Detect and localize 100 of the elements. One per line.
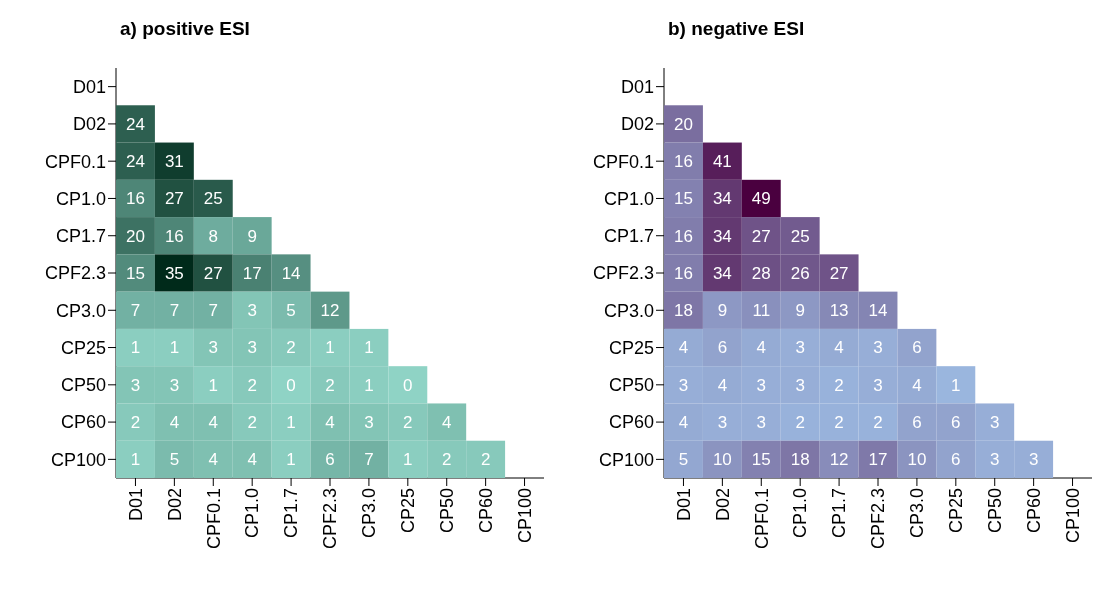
data-label: 26 bbox=[790, 263, 810, 283]
data-label: 9 bbox=[247, 226, 257, 246]
data-label: 6 bbox=[912, 338, 922, 358]
data-label: 28 bbox=[751, 263, 771, 283]
data-label: 18 bbox=[673, 301, 693, 321]
y-tick-label: CP60 bbox=[608, 412, 654, 433]
data-label: 2 bbox=[873, 413, 883, 433]
data-label: 4 bbox=[678, 338, 689, 358]
x-tick-label: CP3.0 bbox=[359, 488, 380, 539]
data-label: 2 bbox=[480, 450, 491, 470]
data-label: 20 bbox=[125, 226, 145, 246]
data-label: 1 bbox=[169, 338, 180, 358]
data-label: 31 bbox=[164, 152, 184, 172]
data-label: 41 bbox=[712, 152, 732, 172]
chart-title: a) positive ESI bbox=[120, 18, 250, 40]
y-tick-label: CP25 bbox=[608, 337, 654, 358]
data-label: 2 bbox=[130, 413, 141, 433]
x-tick-label: CPF0.1 bbox=[203, 488, 224, 550]
data-label: 3 bbox=[795, 338, 805, 358]
data-label: 3 bbox=[169, 375, 180, 395]
x-tick-label: CP60 bbox=[475, 488, 496, 534]
data-label: 10 bbox=[907, 450, 927, 470]
data-label: 11 bbox=[752, 301, 771, 321]
data-label: 9 bbox=[795, 301, 805, 321]
data-label: 27 bbox=[751, 226, 771, 246]
data-label: 10 bbox=[712, 450, 732, 470]
data-label: 8 bbox=[208, 226, 219, 246]
y-tick-label: CP1.7 bbox=[55, 226, 106, 247]
x-tick-label: D01 bbox=[673, 488, 694, 522]
data-label: 1 bbox=[364, 375, 374, 395]
data-label: 35 bbox=[164, 263, 184, 283]
data-label: 2 bbox=[247, 375, 257, 395]
data-label: 3 bbox=[208, 338, 219, 358]
data-label: 6 bbox=[325, 450, 335, 470]
y-tick-label: CPF0.1 bbox=[44, 151, 106, 172]
data-label: 4 bbox=[834, 338, 844, 358]
data-label: 6 bbox=[951, 413, 961, 433]
data-label: 3 bbox=[795, 375, 805, 395]
data-label: 1 bbox=[130, 450, 141, 470]
data-label: 3 bbox=[717, 413, 728, 433]
data-label: 25 bbox=[790, 226, 810, 246]
data-label: 34 bbox=[712, 189, 732, 209]
data-label: 17 bbox=[868, 450, 888, 470]
data-label: 17 bbox=[242, 263, 262, 283]
data-label: 12 bbox=[829, 450, 849, 470]
y-tick-label: CP3.0 bbox=[55, 300, 106, 321]
data-label: 0 bbox=[286, 375, 296, 395]
data-label: 2 bbox=[834, 413, 844, 433]
data-label: 7 bbox=[364, 450, 374, 470]
data-label: 1 bbox=[286, 413, 296, 433]
data-label: 3 bbox=[1028, 450, 1039, 470]
data-label: 25 bbox=[203, 189, 223, 209]
data-label: 18 bbox=[790, 450, 810, 470]
data-label: 1 bbox=[364, 338, 374, 358]
data-label: 13 bbox=[829, 301, 849, 321]
data-label: 3 bbox=[247, 301, 257, 321]
y-tick-label: CP50 bbox=[608, 375, 654, 396]
data-label: 16 bbox=[125, 189, 145, 209]
data-label: 6 bbox=[717, 338, 728, 358]
data-label: 7 bbox=[208, 301, 219, 321]
x-tick-label: D01 bbox=[125, 488, 146, 522]
y-tick-label: CP1.0 bbox=[55, 188, 106, 209]
data-label: 15 bbox=[751, 450, 771, 470]
y-tick-label: D02 bbox=[620, 114, 654, 135]
data-label: 15 bbox=[125, 263, 145, 283]
data-label: 4 bbox=[208, 413, 219, 433]
data-label: 16 bbox=[673, 226, 693, 246]
x-tick-label: CP25 bbox=[946, 488, 967, 534]
data-label: 4 bbox=[441, 413, 452, 433]
x-tick-label: CP3.0 bbox=[907, 488, 928, 539]
y-tick-label: CP3.0 bbox=[603, 300, 654, 321]
data-label: 1 bbox=[403, 450, 413, 470]
data-label: 2 bbox=[441, 450, 452, 470]
x-tick-label: D02 bbox=[712, 488, 733, 522]
data-label: 27 bbox=[829, 263, 849, 283]
x-tick-label: CP25 bbox=[398, 488, 419, 534]
x-tick-label: CP100 bbox=[514, 488, 535, 544]
data-label: 14 bbox=[868, 301, 888, 321]
data-label: 1 bbox=[286, 450, 296, 470]
data-label: 34 bbox=[712, 263, 732, 283]
data-label: 1 bbox=[325, 338, 335, 358]
data-label: 2 bbox=[247, 413, 257, 433]
y-tick-label: CPF2.3 bbox=[44, 263, 106, 284]
data-label: 4 bbox=[678, 413, 689, 433]
data-label: 2 bbox=[834, 375, 844, 395]
data-label: 2 bbox=[795, 413, 805, 433]
y-tick-label: CP1.0 bbox=[603, 188, 654, 209]
x-tick-label: D02 bbox=[164, 488, 185, 522]
data-label: 4 bbox=[208, 450, 219, 470]
data-label: 1 bbox=[208, 375, 219, 395]
data-label: 27 bbox=[164, 189, 184, 209]
data-label: 3 bbox=[247, 338, 257, 358]
data-label: 3 bbox=[989, 450, 1000, 470]
data-label: 1 bbox=[951, 375, 961, 395]
data-label: 49 bbox=[751, 189, 771, 209]
data-label: 4 bbox=[756, 338, 767, 358]
data-label: 3 bbox=[364, 413, 374, 433]
data-label: 14 bbox=[281, 263, 301, 283]
x-tick-label: CP100 bbox=[1062, 488, 1083, 544]
data-label: 2 bbox=[403, 413, 413, 433]
